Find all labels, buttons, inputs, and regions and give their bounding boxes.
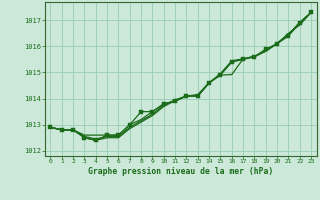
- X-axis label: Graphe pression niveau de la mer (hPa): Graphe pression niveau de la mer (hPa): [88, 167, 273, 176]
